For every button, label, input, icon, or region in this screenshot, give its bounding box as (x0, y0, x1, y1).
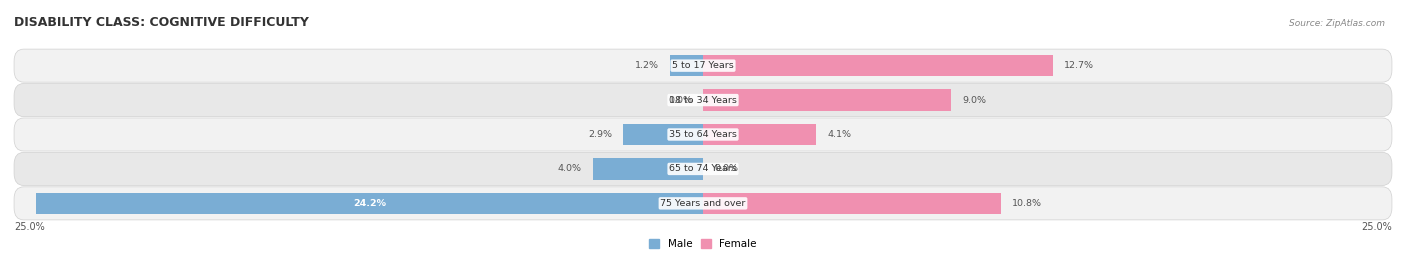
FancyBboxPatch shape (14, 153, 1392, 185)
Text: 25.0%: 25.0% (14, 222, 45, 232)
Text: Source: ZipAtlas.com: Source: ZipAtlas.com (1289, 19, 1385, 28)
Text: DISABILITY CLASS: COGNITIVE DIFFICULTY: DISABILITY CLASS: COGNITIVE DIFFICULTY (14, 16, 309, 30)
Bar (703, 89, 950, 111)
FancyBboxPatch shape (14, 118, 1392, 151)
Text: 35 to 64 Years: 35 to 64 Years (669, 130, 737, 139)
Bar (703, 193, 1001, 214)
Text: 5 to 17 Years: 5 to 17 Years (672, 61, 734, 70)
Bar (593, 158, 703, 180)
Bar (703, 55, 1053, 76)
Bar (37, 193, 703, 214)
Text: 24.2%: 24.2% (353, 199, 387, 208)
Text: 10.8%: 10.8% (1012, 199, 1042, 208)
Text: 4.1%: 4.1% (827, 130, 851, 139)
Text: 1.2%: 1.2% (636, 61, 659, 70)
Text: 0.0%: 0.0% (668, 95, 692, 105)
FancyBboxPatch shape (14, 84, 1392, 116)
Text: 4.0%: 4.0% (558, 164, 582, 174)
FancyBboxPatch shape (14, 187, 1392, 220)
Text: 25.0%: 25.0% (1361, 222, 1392, 232)
Text: 2.9%: 2.9% (588, 130, 612, 139)
Text: 9.0%: 9.0% (962, 95, 986, 105)
Bar (669, 55, 703, 76)
Text: 65 to 74 Years: 65 to 74 Years (669, 164, 737, 174)
Text: 75 Years and over: 75 Years and over (661, 199, 745, 208)
FancyBboxPatch shape (14, 49, 1392, 82)
Text: 0.0%: 0.0% (714, 164, 738, 174)
Text: 12.7%: 12.7% (1064, 61, 1094, 70)
Legend: Male, Female: Male, Female (645, 235, 761, 253)
Bar (623, 124, 703, 145)
Bar (703, 124, 815, 145)
Text: 18 to 34 Years: 18 to 34 Years (669, 95, 737, 105)
